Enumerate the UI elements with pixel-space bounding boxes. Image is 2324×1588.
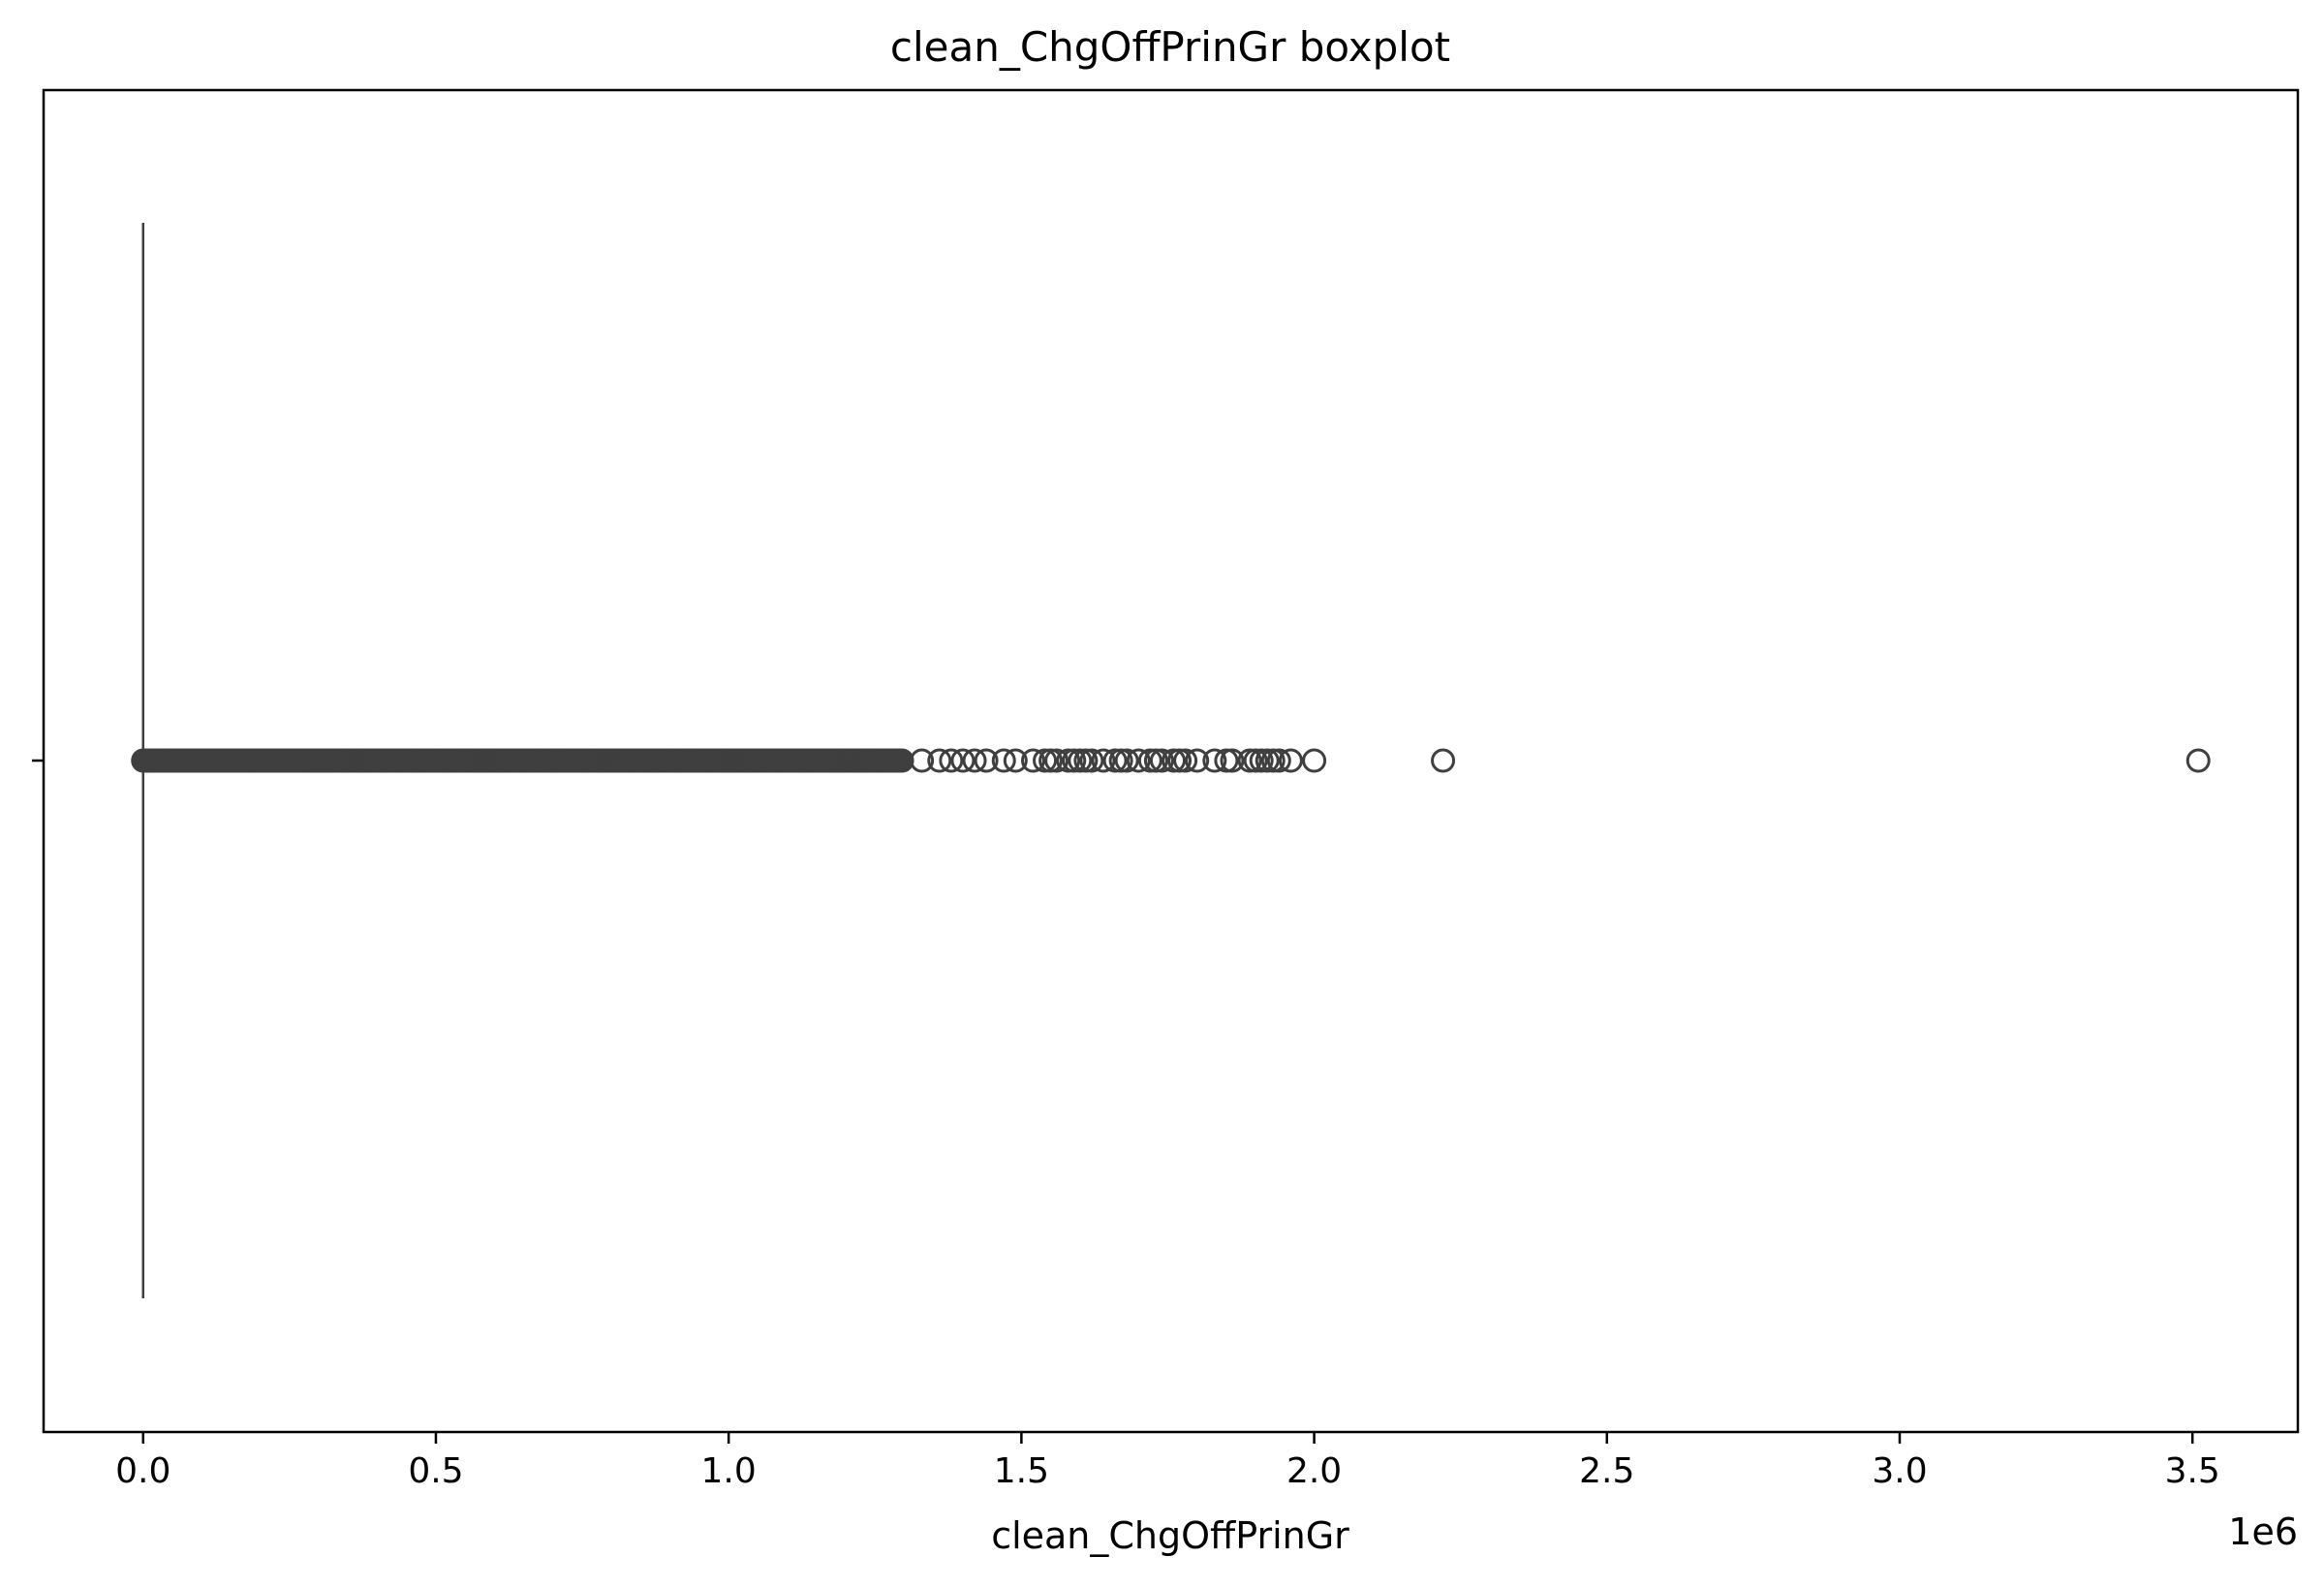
outlier-point (2185, 748, 2211, 773)
outlier-point (1056, 748, 1081, 773)
outlier-point (1079, 748, 1104, 773)
outlier-point (939, 748, 964, 773)
outlier-point (1033, 748, 1058, 773)
x-tick-label: 1.0 (701, 1451, 757, 1491)
outlier-layer (131, 748, 2211, 773)
outlier-point (1214, 748, 1239, 773)
x-tick-label: 3.0 (1872, 1451, 1927, 1491)
outlier-point (1044, 748, 1069, 773)
outlier-point (1167, 748, 1193, 773)
outlier-point (1243, 748, 1268, 773)
outlier-point (1185, 748, 1210, 773)
outlier-point (1126, 748, 1151, 773)
outlier-point (962, 748, 987, 773)
x-tick-label: 0.0 (115, 1451, 170, 1491)
outlier-point (1260, 748, 1286, 773)
outlier-point (1278, 748, 1303, 773)
outlier-point (1431, 748, 1456, 773)
outlier-point (927, 748, 952, 773)
outlier-point (1003, 748, 1028, 773)
x-tick-label: 0.5 (408, 1451, 463, 1491)
outlier-dense-band (132, 750, 320, 771)
outlier-point (991, 748, 1016, 773)
x-tick-label: 2.5 (1579, 1451, 1634, 1491)
outlier-point (1237, 748, 1262, 773)
x-tick-label: 1.5 (994, 1451, 1049, 1491)
outlier-point (1249, 748, 1274, 773)
outlier-point (1068, 748, 1093, 773)
outlier-point (1162, 748, 1187, 773)
outlier-point (1062, 748, 1087, 773)
x-axis-offset-label: 1e6 (2228, 1510, 2298, 1553)
x-axis-label: clean_ChgOffPrinGr (991, 1514, 1349, 1557)
outlier-point (1202, 748, 1227, 773)
outlier-point (1255, 748, 1280, 773)
x-tick-label: 3.5 (2165, 1451, 2220, 1491)
outlier-point (1149, 748, 1174, 773)
outlier-point (1143, 748, 1168, 773)
outlier-point (1102, 748, 1128, 773)
outlier-point (1020, 748, 1045, 773)
outlier-point (1073, 748, 1099, 773)
chart-title: clean_ChgOffPrinGr boxplot (890, 23, 1450, 71)
outlier-point (1038, 748, 1064, 773)
outlier-point (1173, 748, 1198, 773)
outlier-point (1108, 748, 1133, 773)
outlier-point (910, 748, 935, 773)
outlier-point (1137, 748, 1162, 773)
x-tick-label: 2.0 (1286, 1451, 1342, 1491)
outlier-point (1220, 748, 1245, 773)
outlier-point (950, 748, 976, 773)
outlier-point (1266, 748, 1291, 773)
x-axis-ticks: 0.0 0.5 1.0 1.5 2.0 2.5 3.0 3.5 (115, 1432, 2220, 1491)
outlier-point (1302, 748, 1327, 773)
outlier-point (974, 748, 999, 773)
outlier-point (1091, 748, 1116, 773)
outlier-point (1114, 748, 1139, 773)
